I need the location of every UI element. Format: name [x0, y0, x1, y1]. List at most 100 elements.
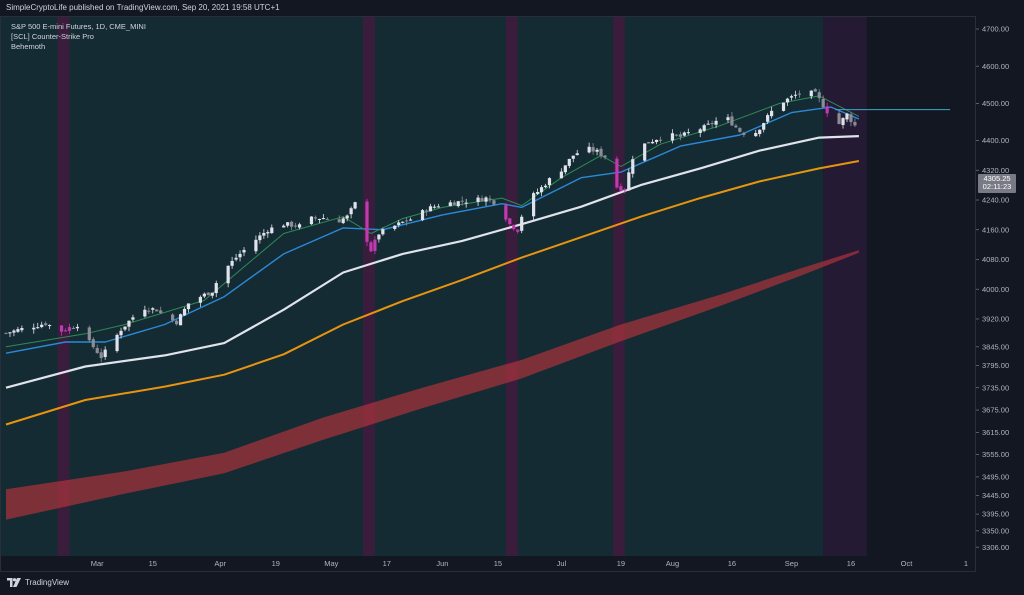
y-tick-label: 4500.00 [982, 99, 1009, 108]
candle [539, 187, 544, 193]
candle [789, 96, 794, 98]
legend-indicator-behemoth[interactable]: Behemoth [11, 42, 46, 51]
candle [674, 134, 679, 136]
candle [266, 232, 270, 234]
candle [397, 222, 401, 226]
candle [615, 158, 619, 188]
candle [262, 232, 266, 236]
y-tick-label: 3395.00 [982, 510, 1009, 519]
candle [377, 234, 381, 240]
y-tick-label: 3445.00 [982, 491, 1009, 500]
candle [420, 210, 425, 221]
candle [270, 227, 274, 234]
candle [647, 141, 651, 144]
y-tick-label: 3920.00 [982, 315, 1009, 324]
candle [44, 323, 48, 326]
candle [349, 208, 353, 215]
candle [837, 113, 841, 124]
candle [424, 210, 429, 212]
y-tick-label: 3795.00 [982, 361, 1009, 370]
candle [210, 292, 214, 296]
candle [282, 225, 286, 228]
candle [290, 221, 294, 227]
candle [631, 159, 635, 174]
candle [785, 98, 790, 103]
candle [67, 327, 72, 331]
x-tick-label: 17 [383, 559, 391, 568]
ema-blue-line [5, 106, 860, 354]
tradingview-logo[interactable]: TradingView [7, 578, 69, 587]
candle [698, 129, 702, 133]
candle [151, 308, 155, 310]
candle [587, 146, 591, 153]
candle [48, 325, 52, 327]
candle [297, 224, 302, 228]
candle [508, 218, 512, 225]
candle [781, 102, 786, 111]
candle [182, 308, 187, 316]
legend-symbol[interactable]: S&P 500 E-mini Futures, 1D, CME_MINI [11, 22, 146, 31]
price-axis-bg [976, 16, 1024, 572]
candle [825, 106, 829, 114]
candle [186, 303, 191, 310]
candle [766, 115, 770, 122]
candle [567, 158, 571, 166]
legend-indicator-counter-strike[interactable]: [SCL] Counter-Strike Pro [11, 32, 94, 41]
candle [353, 202, 357, 209]
candle [409, 219, 413, 221]
candle [460, 200, 464, 202]
candle [476, 197, 480, 202]
publisher-line: SimpleCryptoLife published on TradingVie… [6, 3, 280, 12]
candle [678, 134, 682, 137]
candle [95, 347, 99, 354]
x-tick-label: Oct [901, 559, 914, 568]
x-tick-label: 16 [847, 559, 855, 568]
candle [59, 325, 64, 332]
behemoth-band [6, 250, 859, 520]
candle [488, 198, 492, 200]
candle [599, 148, 603, 156]
candle [202, 293, 206, 297]
candle [147, 310, 151, 312]
price-chart[interactable]: 4700.00 4600.00 4500.00 4400.00 4320.00 4240.… [0, 16, 1024, 572]
y-tick-label: 3735.00 [982, 383, 1009, 392]
bottom-bar [0, 572, 1024, 595]
tradingview-brand: TradingView [25, 578, 70, 587]
signal-strip [57, 16, 70, 572]
x-tick-label: Mar [91, 559, 104, 568]
bar-countdown: 02:11:23 [982, 182, 1012, 192]
y-tick-label: 4000.00 [982, 285, 1009, 294]
candle [293, 225, 298, 227]
candle [234, 257, 238, 260]
candle [309, 216, 314, 225]
candle [286, 222, 290, 226]
candle [254, 239, 258, 252]
candle [91, 339, 95, 348]
candle [849, 114, 853, 123]
candle [480, 198, 484, 202]
y-tick-label: 4320.00 [982, 166, 1009, 175]
candle [63, 330, 68, 332]
candle [337, 219, 341, 223]
candle [36, 327, 40, 329]
candle [520, 216, 524, 231]
candle [230, 260, 234, 266]
candle [341, 218, 345, 224]
candle [845, 113, 849, 120]
candle [242, 249, 246, 253]
candle [535, 192, 540, 194]
tradingview-icon [7, 578, 21, 587]
x-tick-label: Jul [557, 559, 567, 568]
y-tick-label: 3615.00 [982, 428, 1009, 437]
candle [365, 201, 369, 242]
candle [448, 202, 452, 206]
y-tick-label: 3675.00 [982, 406, 1009, 415]
candle [381, 229, 385, 235]
y-tick-label: 3306.00 [982, 543, 1009, 552]
candle [12, 330, 16, 333]
candle [405, 220, 409, 222]
candle [345, 215, 349, 219]
candle [817, 92, 821, 99]
candle [710, 123, 714, 125]
candle [115, 334, 119, 352]
